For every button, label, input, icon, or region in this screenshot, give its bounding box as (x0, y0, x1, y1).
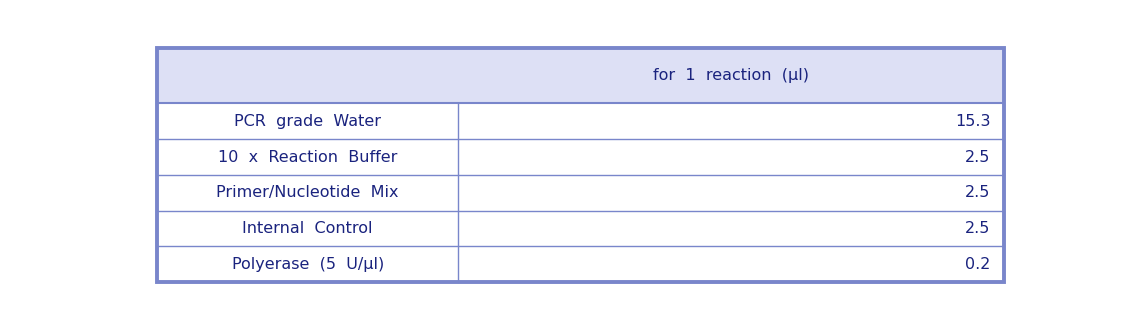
Bar (157, 175, 1004, 211)
Text: Internal  Control: Internal Control (242, 221, 373, 236)
Bar (157, 211, 1004, 247)
Text: 2.5: 2.5 (965, 221, 990, 236)
Bar (157, 48, 1004, 103)
Text: 10  x  Reaction  Buffer: 10 x Reaction Buffer (218, 149, 398, 164)
Bar (157, 103, 1004, 139)
Text: 2.5: 2.5 (965, 149, 990, 164)
Bar (157, 139, 1004, 175)
Text: for  1  reaction  (μl): for 1 reaction (μl) (653, 68, 809, 83)
Text: 15.3: 15.3 (955, 114, 990, 129)
Text: PCR  grade  Water: PCR grade Water (235, 114, 381, 129)
Text: 2.5: 2.5 (965, 185, 990, 200)
Bar (157, 247, 1004, 282)
Text: 0.2: 0.2 (965, 257, 990, 272)
Text: Polyerase  (5  U/μl): Polyerase (5 U/μl) (231, 257, 384, 272)
Text: Primer/Nucleotide  Mix: Primer/Nucleotide Mix (216, 185, 399, 200)
